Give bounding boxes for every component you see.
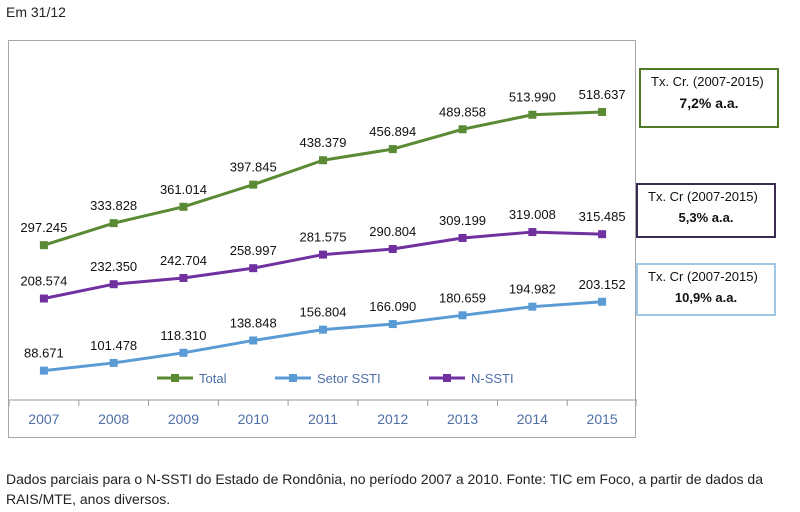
- data-label: 397.845: [230, 160, 277, 175]
- legend-label: Total: [199, 371, 227, 386]
- legend-swatch-marker: [289, 374, 297, 382]
- data-point: [528, 110, 537, 119]
- data-label: 319.008: [509, 207, 556, 222]
- data-point: [528, 228, 537, 237]
- series-line: [43, 110, 603, 247]
- data-point: [179, 348, 188, 357]
- data-label: 101.478: [90, 338, 137, 353]
- legend-swatch-marker: [171, 374, 179, 382]
- data-point: [39, 294, 48, 303]
- data-label: 258.997: [230, 243, 277, 258]
- line-chart: 2007 2008 2009 2010 2011 2012 2013 2014 2015 297.…: [9, 87, 637, 427]
- data-point: [179, 202, 188, 211]
- data-point: [249, 264, 258, 273]
- data-label: 438.379: [300, 135, 347, 150]
- data-label: 156.804: [300, 305, 347, 320]
- data-point: [598, 107, 607, 116]
- x-tick-label: 2009: [168, 411, 199, 427]
- growth-rate-label: Tx. Cr (2007-2015): [648, 189, 758, 204]
- data-label: 513.990: [509, 90, 556, 105]
- data-point: [39, 366, 48, 375]
- data-point: [109, 358, 118, 367]
- data-label: 88.671: [24, 346, 64, 361]
- data-point: [109, 219, 118, 228]
- data-label: 456.894: [369, 124, 416, 139]
- data-label: 242.704: [160, 253, 207, 268]
- data-point: [458, 311, 467, 320]
- data-point: [598, 230, 607, 239]
- legend-label: N-SSTI: [471, 371, 514, 386]
- data-label: 118.310: [160, 328, 206, 343]
- data-label: 361.014: [160, 182, 207, 197]
- data-point: [458, 233, 467, 242]
- data-point: [249, 336, 258, 345]
- data-point: [388, 320, 397, 329]
- data-label: 309.199: [439, 213, 486, 228]
- data-point: [598, 297, 607, 306]
- data-label: 194.982: [509, 282, 556, 297]
- data-point: [458, 125, 467, 134]
- data-point: [39, 241, 48, 250]
- data-point: [109, 280, 118, 289]
- data-point: [319, 250, 327, 259]
- source-note: Dados parciais para o N-SSTI do Estado d…: [6, 471, 763, 507]
- data-label: 232.350: [90, 259, 137, 274]
- x-tick-label: 2007: [28, 411, 59, 427]
- growth-rate-value: 5,3% a.a.: [678, 210, 734, 225]
- data-label: 138.848: [230, 315, 277, 330]
- x-tick-label: 2012: [377, 411, 408, 427]
- data-label: 208.574: [20, 274, 67, 289]
- x-tick-label: 2013: [447, 411, 478, 427]
- growth-rate-note-ssti: Tx. Cr (2007-2015) 10,9% a.a.: [636, 263, 776, 316]
- data-point: [319, 156, 327, 165]
- legend-swatch-marker: [443, 374, 451, 382]
- data-point: [179, 273, 188, 282]
- data-point: [249, 180, 258, 189]
- data-label: 333.828: [90, 198, 137, 213]
- chart-frame: 2007 2008 2009 2010 2011 2012 2013 2014 2015 297.…: [8, 40, 637, 438]
- data-point: [388, 145, 397, 154]
- data-label: 180.659: [439, 290, 486, 305]
- growth-rate-note-total: Tx. Cr. (2007-2015) 7,2% a.a.: [639, 68, 779, 128]
- legend-label: Setor SSTI: [317, 371, 381, 386]
- x-tick-label: 2010: [238, 411, 269, 427]
- data-label: 489.858: [439, 104, 486, 119]
- chart-header: Em 31/12: [6, 4, 66, 20]
- x-tick-label: 2011: [308, 411, 338, 427]
- data-label: 290.804: [369, 224, 416, 239]
- data-point: [319, 325, 327, 334]
- data-point: [388, 245, 397, 254]
- data-label: 518.637: [579, 87, 626, 102]
- data-point: [528, 302, 537, 311]
- growth-rate-note-nssti: Tx. Cr (2007-2015) 5,3% a.a.: [636, 183, 776, 238]
- x-tick-label: 2008: [98, 411, 129, 427]
- data-label: 203.152: [579, 277, 626, 292]
- data-label: 166.090: [369, 299, 416, 314]
- data-label: 297.245: [20, 220, 67, 235]
- data-label: 315.485: [579, 209, 626, 224]
- growth-rate-label: Tx. Cr. (2007-2015): [651, 74, 764, 89]
- data-label: 281.575: [300, 230, 347, 245]
- x-tick-label: 2014: [517, 411, 548, 427]
- growth-rate-value: 7,2% a.a.: [679, 95, 739, 111]
- growth-rate-value: 10,9% a.a.: [674, 290, 738, 305]
- growth-rate-label: Tx. Cr (2007-2015): [648, 269, 758, 284]
- x-tick-label: 2015: [587, 411, 618, 427]
